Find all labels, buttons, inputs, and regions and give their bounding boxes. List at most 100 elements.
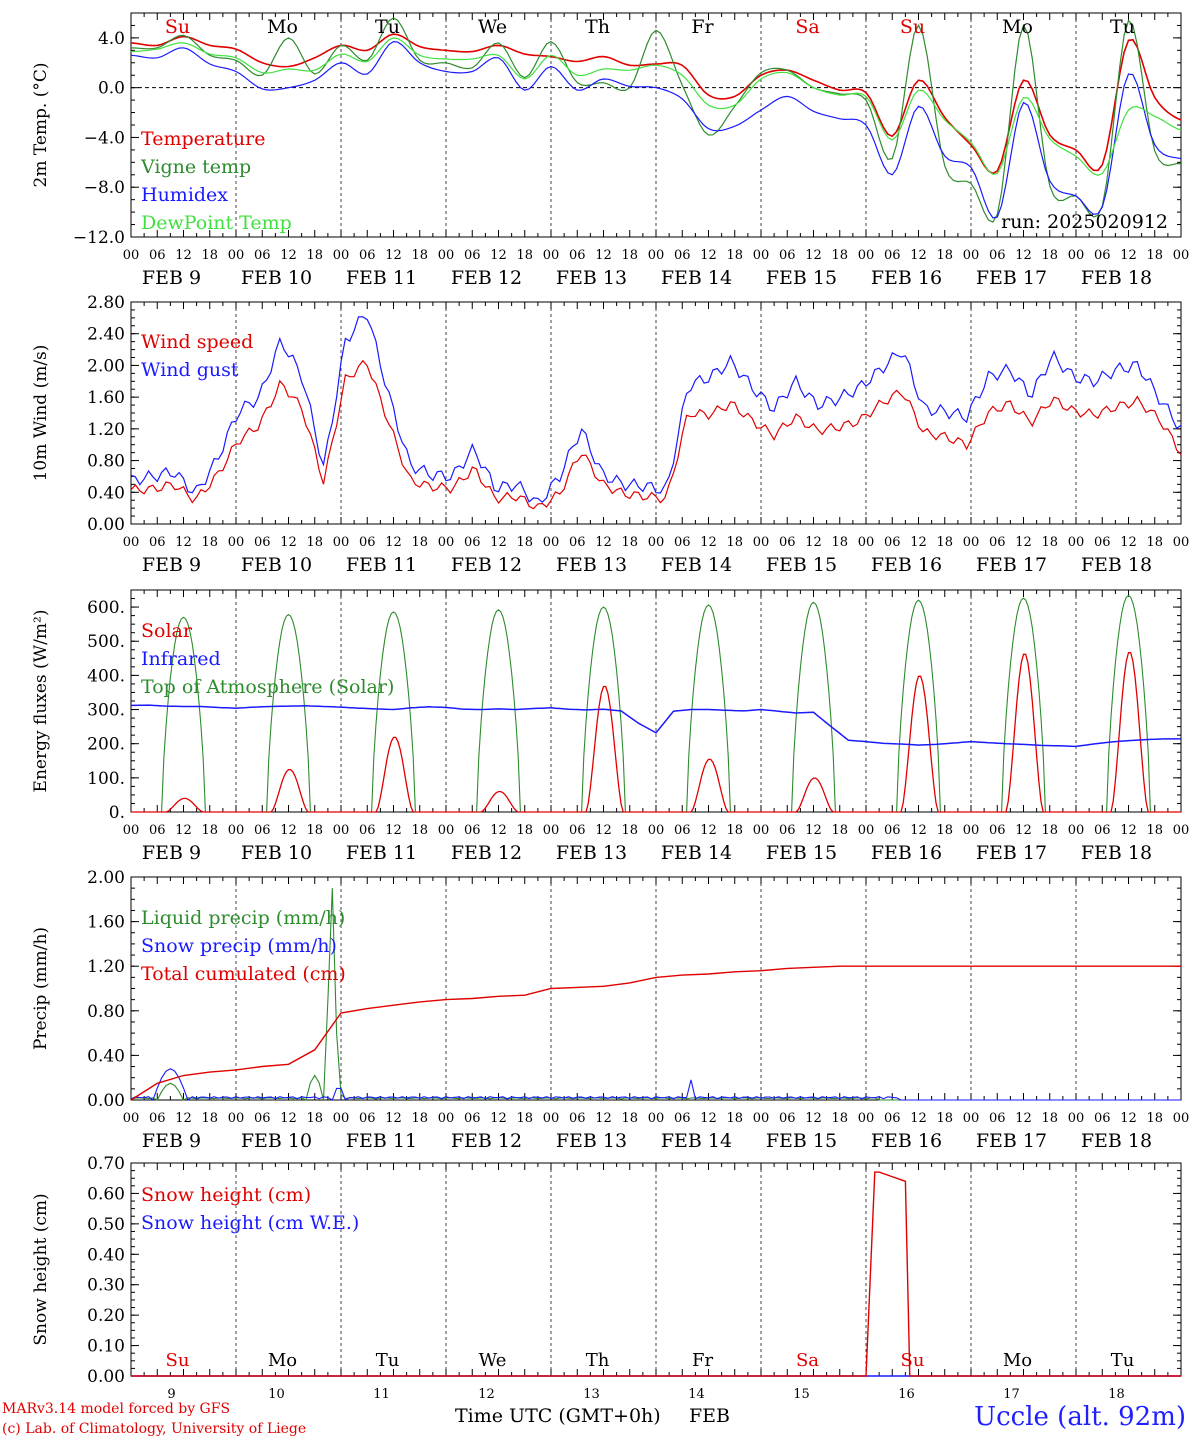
model-credit: MARv3.14 model forced by GFS xyxy=(2,1401,231,1417)
panel-3-hour-label: 06 xyxy=(149,1111,166,1126)
panel-2-hour-label: 12 xyxy=(175,823,192,838)
panel-3-hour-label: 06 xyxy=(254,1111,271,1126)
panel-2-hour-label: 00 xyxy=(123,823,140,838)
panel-3-legend-1: Snow precip (mm/h) xyxy=(141,935,337,957)
panel-0-hour-label: 12 xyxy=(1015,248,1032,263)
panel-3-hour-label: 12 xyxy=(910,1111,927,1126)
run-label: run: 2025020912 xyxy=(1001,211,1168,233)
panel-1-hour-label: 06 xyxy=(254,535,271,550)
panel-2-date-label: FEB 15 xyxy=(766,842,837,864)
panel-0-hour-label: 12 xyxy=(280,248,297,263)
panel-1-date-label: FEB 16 xyxy=(871,554,942,576)
panel-0-hour-label: 12 xyxy=(805,248,822,263)
panel-3-hour-label: 00 xyxy=(1068,1111,1085,1126)
panel-2-legend-2: Top of Atmosphere (Solar) xyxy=(141,676,394,698)
panel-0-legend-0: Temperature xyxy=(141,128,265,150)
panel-0-hour-label: 00 xyxy=(753,248,770,263)
panel-2-hour-label: 06 xyxy=(779,823,796,838)
panel-2-hour-label: 06 xyxy=(149,823,166,838)
panel-3-hour-label: 00 xyxy=(1173,1111,1190,1126)
panel-2-date-label: FEB 11 xyxy=(346,842,417,864)
panel-2-ytick-label: 200. xyxy=(87,735,125,755)
panel-1-hour-label: 12 xyxy=(595,535,612,550)
panel-2-hour-label: 06 xyxy=(674,823,691,838)
temp-day-name: Sa xyxy=(795,16,819,38)
panel-4-ytick-label: 0.10 xyxy=(87,1337,125,1357)
panel-1-date-label: FEB 14 xyxy=(661,554,732,576)
panel-2-date-label: FEB 14 xyxy=(661,842,732,864)
panel-0-legend-3: DewPoint Temp xyxy=(141,212,292,234)
panel-3-hour-label: 12 xyxy=(280,1111,297,1126)
panel-0-hour-label: 12 xyxy=(175,248,192,263)
panel-1-hour-label: 06 xyxy=(884,535,901,550)
panel-1-hour-label: 12 xyxy=(385,535,402,550)
panel-2-ytick-label: 100. xyxy=(87,769,125,789)
panel-0-hour-label: 12 xyxy=(700,248,717,263)
wind-series-1-line xyxy=(130,316,1182,504)
panel-3-hour-label: 18 xyxy=(306,1111,323,1126)
meteogram-charts: 4.0 0.0 −4.0 −8.0 −12.0 2m Temp. (°C) Su Mo Tu We… xyxy=(31,12,1190,1402)
panel-2-hour-label: 18 xyxy=(1041,823,1058,838)
panel-2-date-label: FEB 16 xyxy=(871,842,942,864)
panel-1-hour-label: 18 xyxy=(1041,535,1058,550)
panel-3-ytick-label: 1.60 xyxy=(87,913,125,933)
panel-1-date-label: FEB 9 xyxy=(142,554,201,576)
panel-1-date-label: FEB 10 xyxy=(241,554,312,576)
snow-date-number: 15 xyxy=(793,1387,810,1400)
panel-1-hour-label: 00 xyxy=(963,535,980,550)
panel-2-hour-label: 06 xyxy=(884,823,901,838)
panel-0-hour-label: 18 xyxy=(1041,248,1058,263)
snow-date-number: 17 xyxy=(1003,1387,1020,1400)
panel-2-hour-label: 00 xyxy=(858,823,875,838)
panel-0-hour-label: 18 xyxy=(621,248,638,263)
panel-1-date-label: FEB 12 xyxy=(451,554,522,576)
panel-1-hour-label: 00 xyxy=(438,535,455,550)
panel-0-ytick-label: −12.0 xyxy=(73,228,125,248)
panel-0-hour-label: 12 xyxy=(595,248,612,263)
panel-0-hour-label: 18 xyxy=(306,248,323,263)
panel-0-hour-label: 06 xyxy=(674,248,691,263)
snow-day-name: Sa xyxy=(796,1350,819,1371)
panel-1-hour-label: 00 xyxy=(228,535,245,550)
snow-height-series-1-line xyxy=(131,1171,1181,1377)
panel-0-date-label: FEB 18 xyxy=(1081,267,1152,289)
panel-2-date-label: FEB 13 xyxy=(556,842,627,864)
panel-0-frame xyxy=(130,12,1182,238)
panel-2-hour-label: 18 xyxy=(936,823,953,838)
panel-0-hour-label: 06 xyxy=(149,248,166,263)
panel-2-hour-label: 12 xyxy=(385,823,402,838)
panel-2-hour-label: 00 xyxy=(648,823,665,838)
panel-0-hour-label: 06 xyxy=(359,248,376,263)
panel-2-ylabel: Energy fluxes (W/m²) xyxy=(31,610,51,793)
snow-date-number: 12 xyxy=(478,1387,495,1400)
panel-0-hour-label: 00 xyxy=(228,248,245,263)
panel-4-ytick-label: 0.00 xyxy=(87,1367,125,1387)
panel-2-hour-label: 18 xyxy=(411,823,428,838)
panel-1-ytick-label: 0.00 xyxy=(87,515,125,535)
panel-3-date-label: FEB 9 xyxy=(142,1130,201,1152)
temp-day-name: Fr xyxy=(691,16,714,38)
panel-3-date-label: FEB 12 xyxy=(451,1130,522,1152)
temp-series-2-line xyxy=(130,40,1182,219)
panel-1-ylabel: 10m Wind (m/s) xyxy=(31,345,51,482)
panel-0-hour-label: 00 xyxy=(648,248,665,263)
panel-1-hour-label: 06 xyxy=(989,535,1006,550)
panel-3-hour-label: 18 xyxy=(516,1111,533,1126)
panel-1-date-label: FEB 15 xyxy=(766,554,837,576)
snow-date-number: 14 xyxy=(688,1387,705,1400)
panel-0-hour-label: 18 xyxy=(831,248,848,263)
panel-4-ylabel: Snow height (cm) xyxy=(31,1193,51,1345)
panel-1-date-label: FEB 18 xyxy=(1081,554,1152,576)
panel-3-hour-label: 06 xyxy=(359,1111,376,1126)
panel-1-hour-label: 00 xyxy=(1173,535,1190,550)
panel-1-hour-label: 18 xyxy=(726,535,743,550)
panel-3-date-label: FEB 14 xyxy=(661,1130,732,1152)
panel-3-hour-label: 18 xyxy=(936,1111,953,1126)
x-axis-month: FEB xyxy=(689,1405,731,1427)
panel-3-hour-label: 12 xyxy=(595,1111,612,1126)
panel-3-hour-label: 12 xyxy=(385,1111,402,1126)
panel-2-hour-label: 06 xyxy=(359,823,376,838)
panel-0-ytick-label: 4.0 xyxy=(98,29,125,49)
panel-3-legend-2: Total cumulated (cm) xyxy=(141,963,346,985)
temp-day-name: Mo xyxy=(267,16,298,38)
